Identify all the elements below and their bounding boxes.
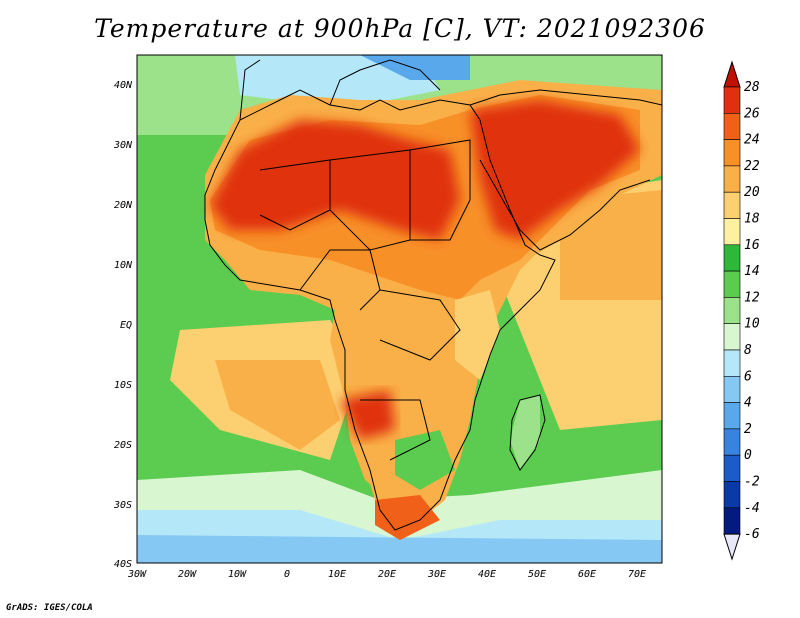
colorbar-label: 0	[744, 448, 752, 463]
colorbar-swatch	[723, 113, 741, 140]
colorbar-swatch	[723, 402, 741, 430]
colorbar-label: 8	[744, 343, 752, 358]
lon-axis: 30W 20W 10W 0 10E 20E 30E 40E 50E 60E 70…	[127, 569, 646, 580]
lon-label: 20W	[178, 569, 197, 580]
lon-label: 50E	[528, 569, 546, 580]
colorbar-swatch	[723, 191, 741, 219]
colorbar-label: 2	[744, 422, 752, 437]
colorbar-swatch	[723, 323, 741, 351]
colorbar-label: 4	[744, 396, 752, 411]
colorbar-swatch	[723, 86, 741, 114]
lat-label: 20N	[114, 200, 133, 211]
lon-label: 60E	[578, 569, 596, 580]
credit-text: GrADS: IGES/COLA	[6, 603, 93, 613]
lat-label: EQ	[120, 320, 132, 331]
colorbar-swatch	[723, 507, 741, 535]
lat-label: 30S	[113, 500, 132, 511]
colorbar-swatch	[723, 165, 741, 193]
lon-label: 10E	[328, 569, 346, 580]
colorbar-max-arrow	[723, 60, 741, 88]
colorbar-label: 14	[744, 264, 760, 279]
lat-label: 10S	[114, 380, 132, 391]
lon-label: 0	[284, 569, 290, 580]
colorbar-swatch	[723, 375, 741, 403]
colorbar-swatch	[723, 481, 741, 509]
colorbar-min-arrow	[723, 533, 741, 561]
lon-label: 20E	[378, 569, 396, 580]
colorbar-label: 26	[744, 106, 760, 121]
colorbar-label: 6	[744, 369, 752, 384]
colorbar-swatch	[723, 139, 741, 167]
colorbar-label: 20	[744, 185, 760, 200]
temperature-field	[137, 55, 662, 563]
lon-label: 10W	[228, 569, 247, 580]
colorbar-swatch	[723, 244, 741, 272]
colorbar-swatch	[723, 349, 741, 377]
colorbar-label: 16	[744, 238, 760, 253]
colorbar-label: 10	[744, 317, 760, 332]
colorbar-swatch	[723, 454, 741, 482]
lat-label: 40S	[114, 559, 132, 570]
colorbar-label: 18	[744, 212, 760, 227]
lon-label: 40E	[478, 569, 496, 580]
colorbar-label: 22	[744, 159, 760, 174]
colorbar-swatch	[723, 218, 741, 246]
map-title: Temperature at 900hPa [C], VT: 202109230…	[94, 14, 706, 43]
colorbar-label: -6	[744, 527, 760, 542]
plot-frame	[136, 54, 663, 564]
lat-label: 10N	[114, 260, 133, 271]
lon-label: 30E	[427, 569, 446, 580]
lat-label: 20S	[114, 440, 132, 451]
lat-label: 40N	[114, 80, 133, 91]
colorbar-label: -4	[744, 501, 760, 516]
colorbar-swatch	[723, 297, 741, 324]
lat-axis: 40N 30N 20N 10N EQ 10S 20S 30S 40S	[113, 80, 133, 570]
lat-label: 30N	[113, 140, 133, 151]
colorbar-label: 24	[744, 133, 760, 148]
coastlines	[204, 59, 662, 531]
colorbar-label: 12	[744, 290, 760, 305]
lon-label: 70E	[628, 569, 646, 580]
colorbar-swatch	[723, 270, 741, 298]
colorbar-swatch	[723, 428, 741, 456]
lon-label: 30W	[127, 569, 147, 580]
colorbar-label: -2	[744, 475, 760, 490]
colorbar-label: 28	[744, 80, 760, 95]
